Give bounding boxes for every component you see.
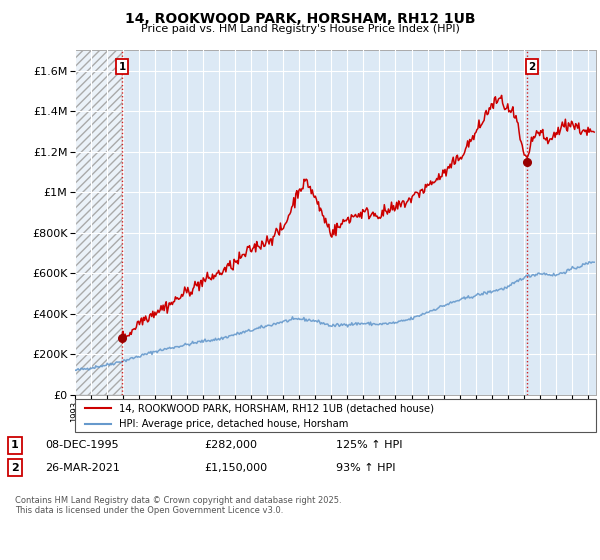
Text: 14, ROOKWOOD PARK, HORSHAM, RH12 1UB: 14, ROOKWOOD PARK, HORSHAM, RH12 1UB	[125, 12, 475, 26]
Text: Contains HM Land Registry data © Crown copyright and database right 2025.
This d: Contains HM Land Registry data © Crown c…	[15, 496, 341, 515]
Text: 14, ROOKWOOD PARK, HORSHAM, RH12 1UB (detached house): 14, ROOKWOOD PARK, HORSHAM, RH12 1UB (de…	[119, 403, 434, 413]
Text: £282,000: £282,000	[204, 440, 257, 450]
Text: 93% ↑ HPI: 93% ↑ HPI	[336, 463, 395, 473]
Text: 125% ↑ HPI: 125% ↑ HPI	[336, 440, 403, 450]
Text: 2: 2	[529, 62, 536, 72]
Text: £1,150,000: £1,150,000	[204, 463, 267, 473]
FancyBboxPatch shape	[75, 399, 596, 432]
Bar	[75, 50, 122, 395]
Text: HPI: Average price, detached house, Horsham: HPI: Average price, detached house, Hors…	[119, 419, 349, 429]
Bar	[75, 50, 122, 395]
Text: 2: 2	[11, 463, 19, 473]
Text: Price paid vs. HM Land Registry's House Price Index (HPI): Price paid vs. HM Land Registry's House …	[140, 24, 460, 34]
Text: 1: 1	[11, 440, 19, 450]
Text: 08-DEC-1995: 08-DEC-1995	[45, 440, 119, 450]
Text: 1: 1	[118, 62, 125, 72]
Text: 26-MAR-2021: 26-MAR-2021	[45, 463, 120, 473]
